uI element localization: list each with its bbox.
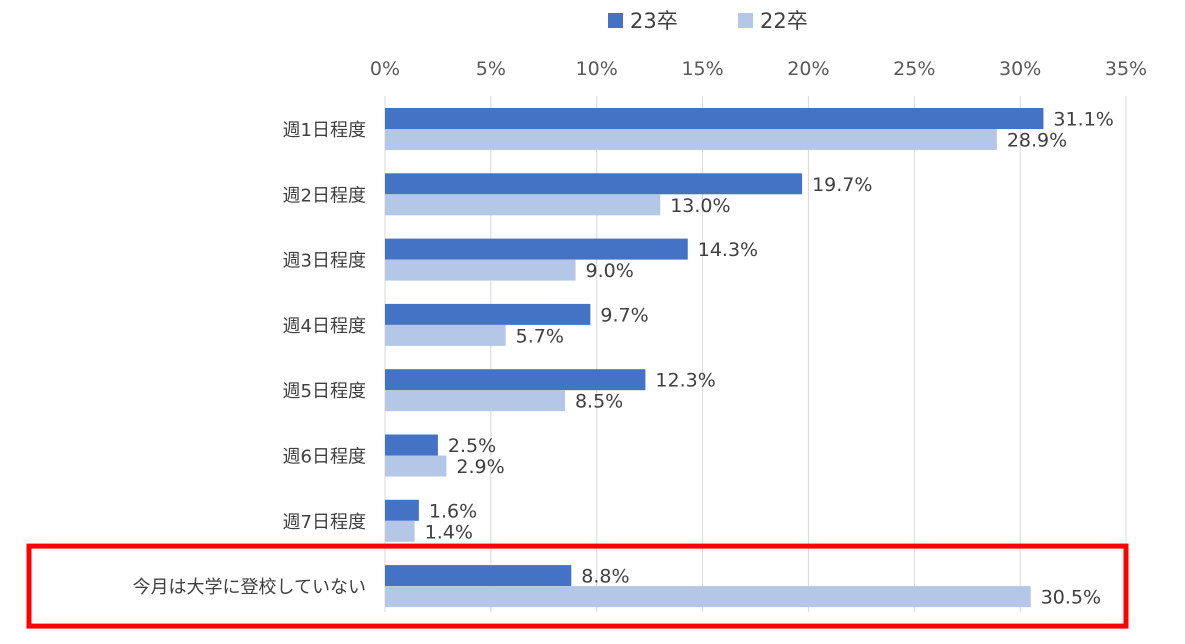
legend-swatch [608,13,623,28]
legend: 23卒 22卒 [608,9,808,33]
x-axis-tick-labels: 0% 5% 10% 15% 20% 25% 30% 35% [370,58,1147,80]
bar-series2 [385,259,576,281]
bar-series2 [385,520,415,542]
data-labels: 31.1%28.9% 19.7% 13.0% 14.3% 9.0% 9.7% 5.7% 12.… [425,109,1114,609]
data-label: 28.9% [1007,130,1067,152]
bar-series1 [385,238,688,260]
data-label: 12.3% [655,370,715,392]
x-tick-label: 5% [476,58,506,80]
category-label: 週1日程度 [283,120,366,141]
category-label: 週4日程度 [283,316,366,337]
x-tick-label: 10% [576,58,618,80]
bar-series2 [385,194,661,216]
data-label: 9.0% [586,260,634,282]
bar-series2 [385,455,447,477]
legend-label: 23卒 [630,9,678,33]
data-label: 14.3% [698,239,758,261]
category-label: 今月は大学に登校していない [133,577,366,598]
bars [385,108,1044,608]
category-label: 週7日程度 [283,512,366,533]
x-tick-label: 30% [999,58,1041,80]
data-label: 1.4% [425,521,473,543]
data-label: 2.9% [456,456,504,478]
data-label: 13.0% [670,195,730,217]
bar-series1 [385,565,572,587]
data-label: 8.5% [575,391,623,413]
x-tick-label: 15% [681,58,723,80]
data-label: 2.5% [448,435,496,457]
x-tick-label: 35% [1105,58,1147,80]
bar-series1 [385,173,803,195]
x-tick-label: 25% [893,58,935,80]
data-label: 5.7% [516,325,564,347]
bar-series1 [385,108,1044,129]
bar-series1 [385,434,438,456]
highlight-frame [26,543,1129,629]
x-tick-label: 20% [787,58,829,80]
data-label: 31.1% [1053,109,1113,131]
category-labels: 週1日程度週2日程度週3日程度週4日程度週5日程度週6日程度週7日程度今月は大学… [133,120,366,598]
category-label: 週5日程度 [283,381,366,402]
bar-series2 [385,586,1031,608]
data-label: 1.6% [429,500,477,522]
x-tick-label: 0% [370,58,400,80]
category-label: 週2日程度 [283,185,366,206]
bar-series2 [385,129,997,150]
bar-series1 [385,369,646,391]
legend-swatch [738,13,753,28]
category-label: 週3日程度 [283,251,366,272]
bar-series2 [385,324,506,346]
data-label: 19.7% [812,174,872,196]
data-label: 9.7% [600,304,648,326]
bar-series2 [385,390,565,412]
highlight-box [26,543,1129,629]
data-label: 30.5% [1041,587,1101,609]
category-label: 週6日程度 [283,447,366,468]
data-label: 8.8% [581,566,629,588]
legend-label: 22卒 [760,9,808,33]
bar-series1 [385,303,591,325]
bar-series1 [385,499,419,521]
